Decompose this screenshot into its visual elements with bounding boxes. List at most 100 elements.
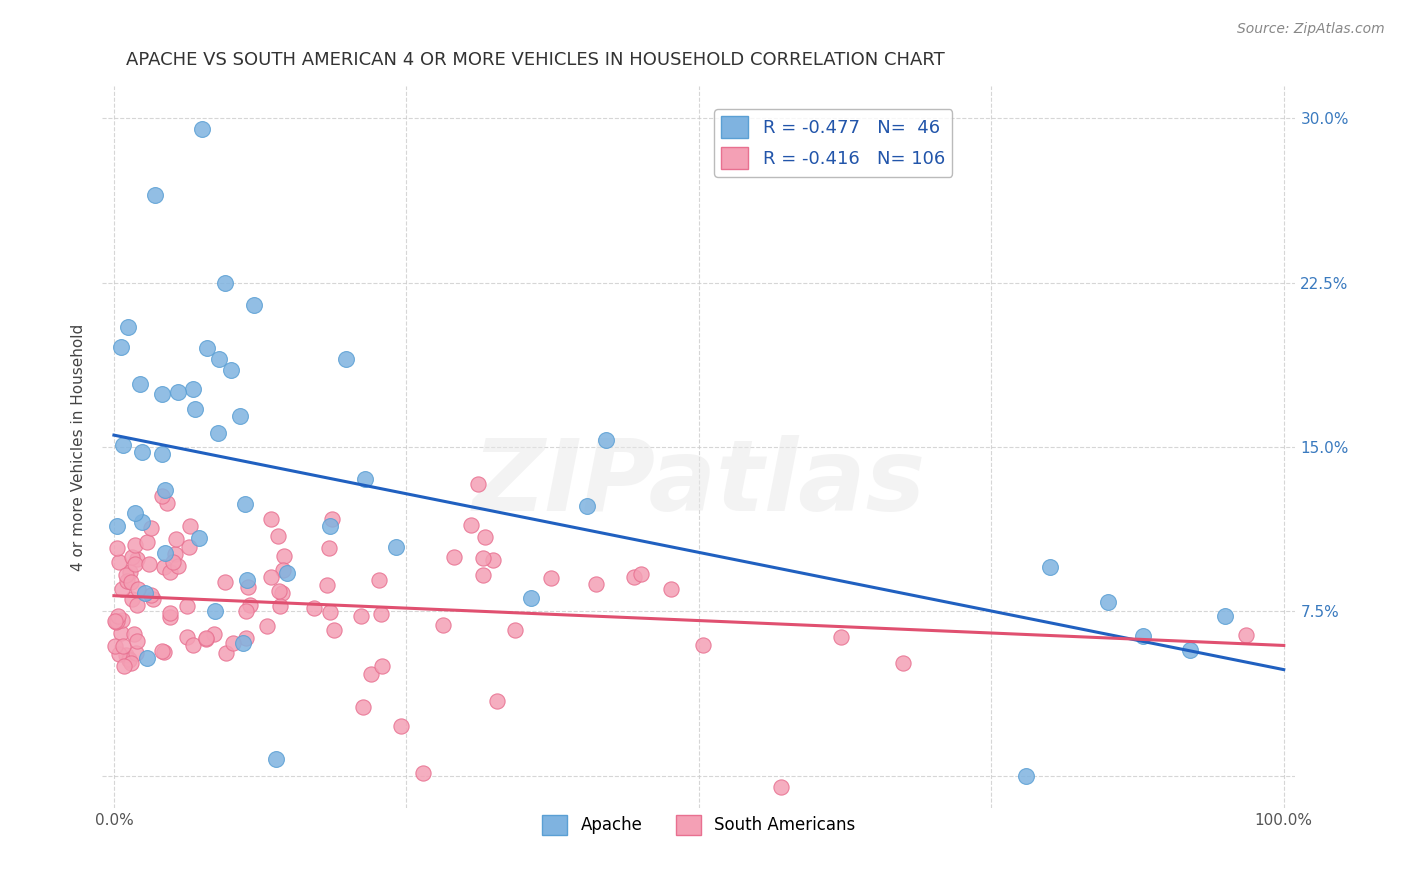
Point [482,552,505,566]
Point [319,519,342,533]
Text: ZIPatlas: ZIPatlas [472,434,925,532]
Point [138,557,160,571]
Point [229,409,252,424]
Point [117,574,139,588]
Point [108,555,131,569]
Point [443,549,465,564]
Point [125,646,148,660]
Point [236,573,259,587]
Point [214,575,236,590]
Point [134,586,156,600]
Point [104,639,127,653]
Point [117,320,139,334]
Point [120,656,142,670]
Point [177,540,200,554]
Point [659,582,682,597]
Point [195,632,218,646]
Point [195,632,218,647]
Point [143,188,166,202]
Point [111,582,134,597]
Legend: Apache, South Americans: Apache, South Americans [534,806,863,844]
Point [108,647,131,661]
Point [319,605,342,619]
Point [124,557,146,571]
Point [111,613,134,627]
Point [110,625,132,640]
Point [474,530,496,544]
Text: APACHE VS SOUTH AMERICAN 4 OR MORE VEHICLES IN HOUSEHOLD CORRELATION CHART: APACHE VS SOUTH AMERICAN 4 OR MORE VEHIC… [127,51,945,69]
Point [503,623,526,637]
Point [104,614,127,628]
Point [1132,629,1154,643]
Point [260,570,283,584]
Point [125,598,148,612]
Point [107,609,129,624]
Point [485,694,508,708]
Point [118,652,141,666]
Point [179,519,201,533]
Point [156,496,179,510]
Point [271,563,294,577]
Point [121,549,143,564]
Point [264,752,287,766]
Point [153,559,176,574]
Point [202,627,225,641]
Point [197,342,219,356]
Point [316,578,339,592]
Point [273,549,295,563]
Point [141,588,163,602]
Point [432,618,454,632]
Point [165,547,187,561]
Point [352,700,374,714]
Point [385,540,408,554]
Point [1039,560,1062,574]
Point [153,645,176,659]
Point [141,592,163,607]
Point [159,606,181,620]
Point [322,624,344,638]
Y-axis label: 4 or more Vehicles in Household: 4 or more Vehicles in Household [72,324,86,571]
Point [256,619,278,633]
Point [623,570,645,584]
Point [124,506,146,520]
Point [105,541,128,556]
Point [389,719,412,733]
Point [176,630,198,644]
Point [125,552,148,566]
Point [1234,627,1257,641]
Point [236,580,259,594]
Point [115,568,138,582]
Point [110,340,132,354]
Point [167,385,190,400]
Point [360,667,382,681]
Point [235,631,257,645]
Point [181,382,204,396]
Point [112,438,135,452]
Point [222,636,245,650]
Point [630,567,652,582]
Point [129,377,152,392]
Point [1213,609,1236,624]
Point [159,610,181,624]
Point [335,351,357,366]
Point [412,766,434,780]
Point [269,583,291,598]
Point [159,565,181,579]
Point [370,607,392,621]
Point [233,497,256,511]
Text: Source: ZipAtlas.com: Source: ZipAtlas.com [1237,22,1385,37]
Point [472,550,495,565]
Point [471,567,494,582]
Point [1178,643,1201,657]
Point [105,615,128,629]
Point [235,603,257,617]
Point [467,476,489,491]
Point [891,656,914,670]
Point [1097,594,1119,608]
Point [269,599,291,614]
Point [540,570,562,584]
Point [270,586,292,600]
Point [267,529,290,543]
Point [190,122,212,136]
Point [167,558,190,573]
